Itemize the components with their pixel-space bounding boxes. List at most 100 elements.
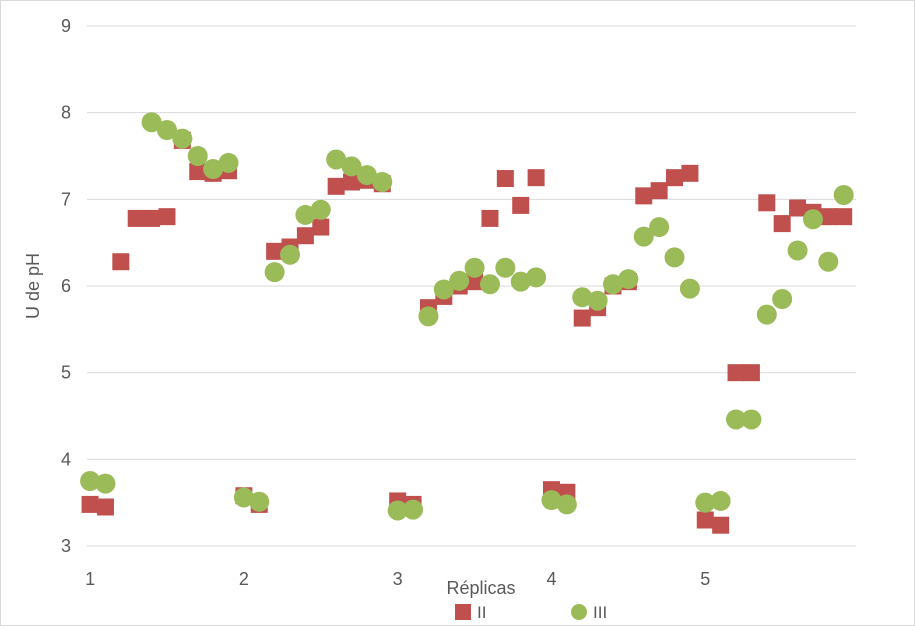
data-point-circle: [156, 120, 177, 140]
data-point-circle: [387, 500, 408, 521]
data-point-circle: [95, 473, 116, 494]
data-point-circle: [203, 159, 224, 179]
data-point-square: [742, 364, 760, 382]
data-point-square: [527, 169, 545, 187]
data-point-circle: [418, 306, 439, 327]
y-tick-label: 6: [61, 276, 71, 296]
data-point-square: [112, 253, 130, 271]
legend-label: II: [477, 603, 486, 622]
y-tick-label: 7: [61, 189, 71, 209]
data-point-circle: [341, 156, 362, 177]
data-point-circle: [356, 165, 377, 186]
data-point-square: [296, 227, 314, 245]
data-point-circle: [249, 491, 270, 512]
data-point-circle: [233, 487, 254, 508]
data-point-circle: [264, 262, 285, 283]
data-point-circle: [695, 492, 716, 513]
legend-label: III: [593, 603, 607, 622]
data-point-circle: [818, 251, 839, 272]
y-tick-labels: 3 4 5 6 7 8 9: [61, 16, 71, 556]
data-point-square: [343, 173, 361, 191]
data-point-circle: [833, 185, 854, 205]
data-point-square: [266, 242, 284, 260]
data-point-square: [666, 169, 684, 187]
data-point-circle: [618, 269, 639, 290]
data-point-circle: [541, 490, 562, 511]
data-point-square: [727, 364, 745, 382]
data-point-square: [96, 498, 114, 516]
data-point-circle: [710, 490, 731, 511]
data-point-circle: [280, 244, 301, 265]
data-point-circle: [741, 409, 762, 430]
x-tick-label: 1: [85, 569, 95, 589]
data-point-square: [758, 194, 776, 212]
x-tick-label: 4: [546, 569, 556, 589]
data-point-circle: [310, 199, 331, 220]
data-point-circle: [802, 209, 823, 230]
data-point-circle: [726, 409, 747, 430]
data-point-circle: [787, 240, 808, 261]
y-tick-label: 8: [61, 103, 71, 123]
data-point-square: [81, 495, 99, 513]
data-point-circle: [172, 128, 193, 149]
data-point-square: [481, 209, 499, 227]
data-point-circle: [433, 279, 454, 300]
legend: II III: [455, 603, 607, 622]
data-point-square: [650, 182, 668, 200]
data-point-square: [496, 170, 514, 188]
data-point-square: [635, 187, 653, 205]
data-point-square: [835, 208, 853, 226]
x-tick-label: 2: [239, 569, 249, 589]
series-III: [80, 112, 854, 521]
y-tick-label: 5: [61, 363, 71, 383]
data-point-square: [696, 511, 714, 529]
data-point-circle: [449, 270, 470, 291]
data-point-circle: [326, 149, 347, 170]
legend-marker-circle: [571, 604, 587, 620]
data-point-square: [158, 208, 176, 226]
data-point-square: [789, 199, 807, 217]
data-point-circle: [187, 146, 208, 166]
x-tick-label: 5: [700, 569, 710, 589]
legend-marker-square: [455, 604, 471, 620]
y-axis-title: U de pH: [23, 253, 43, 319]
data-point-circle: [602, 274, 623, 295]
data-point-circle: [756, 304, 777, 325]
data-point-circle: [649, 217, 670, 238]
data-point-circle: [495, 257, 516, 278]
data-point-circle: [772, 289, 793, 309]
data-point-square: [312, 218, 330, 236]
data-point-square: [466, 273, 484, 291]
y-tick-label: 3: [61, 536, 71, 556]
data-point-circle: [633, 226, 654, 247]
data-point-square: [681, 164, 699, 182]
data-point-circle: [218, 152, 239, 173]
data-point-circle: [526, 267, 547, 288]
data-point-square: [143, 209, 161, 227]
y-tick-label: 4: [61, 449, 71, 469]
x-tick-labels: 1 2 3 4 5: [85, 569, 710, 589]
data-point-square: [189, 163, 207, 181]
data-point-circle: [479, 274, 500, 295]
data-point-square: [573, 309, 591, 327]
data-point-circle: [556, 494, 577, 515]
x-tick-label: 3: [393, 569, 403, 589]
data-series: [80, 112, 854, 534]
series-II: [81, 131, 853, 534]
gridlines: [87, 25, 856, 547]
data-point-circle: [572, 287, 593, 308]
data-point-square: [712, 516, 730, 534]
data-point-circle: [510, 271, 531, 292]
data-point-square: [773, 215, 791, 233]
data-point-circle: [141, 112, 162, 133]
data-point-circle: [679, 278, 700, 299]
data-point-circle: [295, 204, 316, 225]
data-point-square: [127, 209, 145, 227]
data-point-square: [819, 208, 837, 226]
data-point-square: [512, 196, 530, 214]
data-point-square: [327, 177, 345, 195]
data-point-circle: [464, 257, 485, 278]
data-point-circle: [664, 247, 685, 268]
